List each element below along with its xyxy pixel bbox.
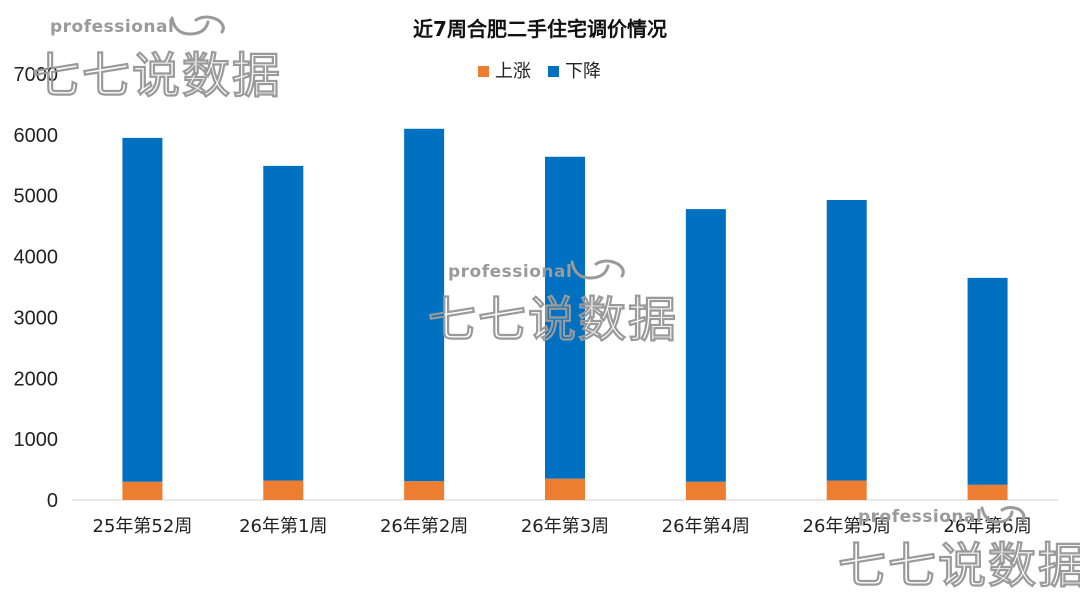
- bar-rise-0: [122, 481, 163, 500]
- watermark-big-text: 七七说数据: [838, 538, 1080, 594]
- bar-rise-5: [826, 480, 867, 500]
- y-tick-label: 4000: [14, 247, 59, 269]
- bar-rise-3: [545, 478, 585, 500]
- bar-fall-6: [967, 277, 1008, 485]
- legend-swatch-1: [548, 66, 559, 77]
- watermark-small-text: professional: [50, 17, 174, 37]
- bar-rise-1: [263, 480, 304, 500]
- legend-swatch-0: [478, 66, 489, 77]
- x-tick-label: 26年第3周: [521, 516, 609, 537]
- legend: 上涨 下降: [478, 61, 601, 82]
- watermark-dog-icon: [570, 259, 625, 280]
- bar-fall-3: [545, 156, 585, 479]
- y-axis: 0 1000 2000 3000 4000 5000 6000 7000: [14, 64, 59, 512]
- bar-rise-2: [404, 481, 445, 500]
- y-tick-label: 3000: [14, 307, 59, 329]
- watermark-top-left: professional 七七说数据: [31, 15, 282, 105]
- bar-fall-5: [826, 199, 867, 481]
- watermark-dog-icon: [980, 506, 1026, 524]
- watermark-big-text: 七七说数据: [428, 292, 678, 348]
- y-tick-label: 5000: [14, 186, 59, 208]
- bar-fall-4: [685, 209, 726, 482]
- watermark-center: professional 七七说数据: [427, 259, 678, 349]
- bar-rise-6: [967, 484, 1008, 500]
- x-axis: 25年第52周 26年第1周 26年第2周 26年第3周 26年第4周 26年第5周 26年…: [93, 516, 1032, 537]
- x-tick-label: 26年第1周: [239, 516, 327, 537]
- watermark-big-text: 七七说数据: [32, 48, 282, 104]
- x-tick-label: 26年第5周: [803, 516, 891, 537]
- legend-label-1: 下降: [565, 61, 601, 82]
- watermark-small-text: professional: [858, 507, 982, 527]
- y-tick-label: 1000: [14, 429, 59, 451]
- y-tick-label: 0: [47, 490, 58, 512]
- x-tick-label: 25年第52周: [93, 516, 193, 537]
- y-tick-label: 2000: [14, 368, 59, 390]
- watermark-dog-icon: [170, 15, 225, 36]
- bar-fall-2: [404, 128, 445, 482]
- x-tick-label: 26年第6周: [943, 516, 1031, 537]
- bar-fall-0: [122, 137, 163, 482]
- x-tick-label: 26年第4周: [662, 516, 750, 537]
- legend-label-0: 上涨: [495, 61, 531, 82]
- watermark-bottom-right: professional 七七说数据: [837, 506, 1080, 595]
- watermark-small-text: professional: [448, 262, 572, 282]
- bar-rise-4: [685, 481, 726, 500]
- chart-title: 近7周合肥二手住宅调价情况: [413, 17, 667, 41]
- y-tick-label: 7000: [14, 64, 59, 86]
- y-tick-label: 6000: [14, 125, 59, 147]
- bar-fall-1: [263, 165, 304, 481]
- bars: [122, 128, 1008, 500]
- x-tick-label: 26年第2周: [380, 516, 468, 537]
